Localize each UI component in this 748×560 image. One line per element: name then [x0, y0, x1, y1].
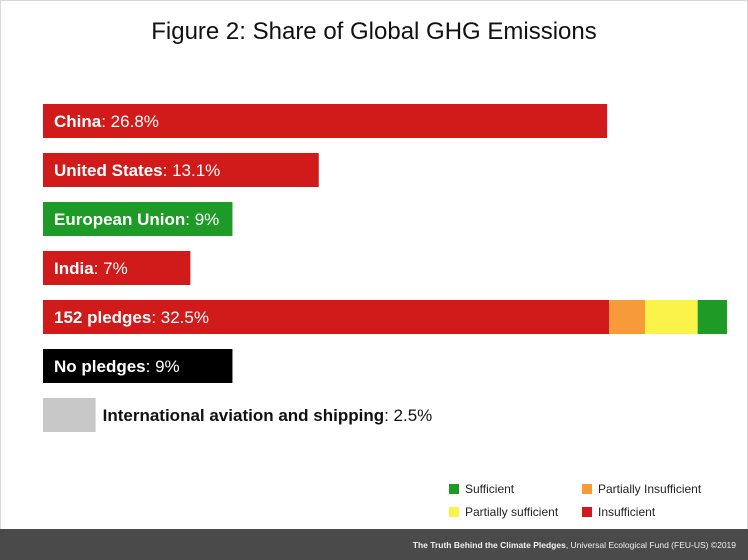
bar [43, 349, 233, 383]
legend-swatch-sufficient [449, 484, 459, 494]
bar-label-name: No pledges [54, 357, 146, 376]
bar-segment-sufficient [697, 300, 728, 334]
legend-swatch-partially-insufficient [582, 484, 592, 494]
bar-group-0: China: 26.8% [43, 104, 608, 138]
bar-label-name: India [54, 259, 94, 278]
bar-segment-partially_sufficient [645, 300, 698, 334]
legend-label: Insufficient [598, 505, 656, 519]
footer-source-rest: , Universal Ecological Fund (FEU-US) ©20… [565, 539, 736, 550]
bar-label-value: : 9% [146, 357, 180, 376]
bar [43, 398, 96, 432]
bar-group-6: International aviation and shipping: 2.5… [43, 398, 432, 432]
bar-label: China: 26.8% [54, 112, 159, 131]
legend-swatch-insufficient [582, 507, 592, 517]
legend-swatch-partially-sufficient [449, 507, 459, 517]
bar-label: India: 7% [54, 259, 128, 278]
bar-label-value: : 32.5% [151, 308, 209, 327]
bar-label-name: 152 pledges [54, 308, 151, 327]
chart-title: Figure 2: Share of Global GHG Emissions [151, 18, 597, 45]
legend-label: Partially Insufficient [598, 482, 702, 496]
bar-label: United States: 13.1% [54, 161, 220, 180]
bar-label-name: International aviation and shipping [103, 406, 384, 425]
bar-label-value: : 7% [94, 259, 128, 278]
bar-label-value: : 9% [185, 210, 219, 229]
legend-label: Partially sufficient [465, 505, 559, 519]
bar-label: International aviation and shipping: 2.5… [103, 406, 433, 425]
bar-label-name: United States [54, 161, 163, 180]
bar-group-3: India: 7% [43, 251, 191, 285]
footer-credit: The Truth Behind the Climate Pledges, Un… [0, 529, 748, 560]
bar-label-name: China [54, 112, 102, 131]
bar [43, 153, 319, 187]
legend-item-partially-sufficient: Partially sufficient [449, 505, 558, 519]
bar-label-value: : 2.5% [384, 406, 432, 425]
bar-label-value: : 13.1% [163, 161, 221, 180]
bar-segment-partially_insufficient [609, 300, 646, 334]
bar-segment-insufficient [43, 300, 610, 334]
bar-label: No pledges: 9% [54, 357, 180, 376]
legend-item-insufficient: Insufficient [582, 505, 655, 519]
legend-label: Sufficient [465, 482, 515, 496]
legend-item-partially-insufficient: Partially Insufficient [582, 482, 701, 496]
legend-item-sufficient: Sufficient [449, 482, 514, 496]
bar [43, 104, 608, 138]
bar-group-5: No pledges: 9% [43, 349, 233, 383]
bar-group-4: 152 pledges: 32.5% [43, 300, 728, 334]
bar-label-value: : 26.8% [101, 112, 159, 131]
bar [43, 251, 191, 285]
bar [43, 202, 233, 236]
bar-group-1: United States: 13.1% [43, 153, 319, 187]
bar-group-2: European Union: 9% [43, 202, 233, 236]
footer-source-title: The Truth Behind the Climate Pledges [412, 539, 566, 550]
bar-label: European Union: 9% [54, 210, 219, 229]
bar-label: 152 pledges: 32.5% [54, 308, 209, 327]
bar-label-name: European Union [54, 210, 185, 229]
